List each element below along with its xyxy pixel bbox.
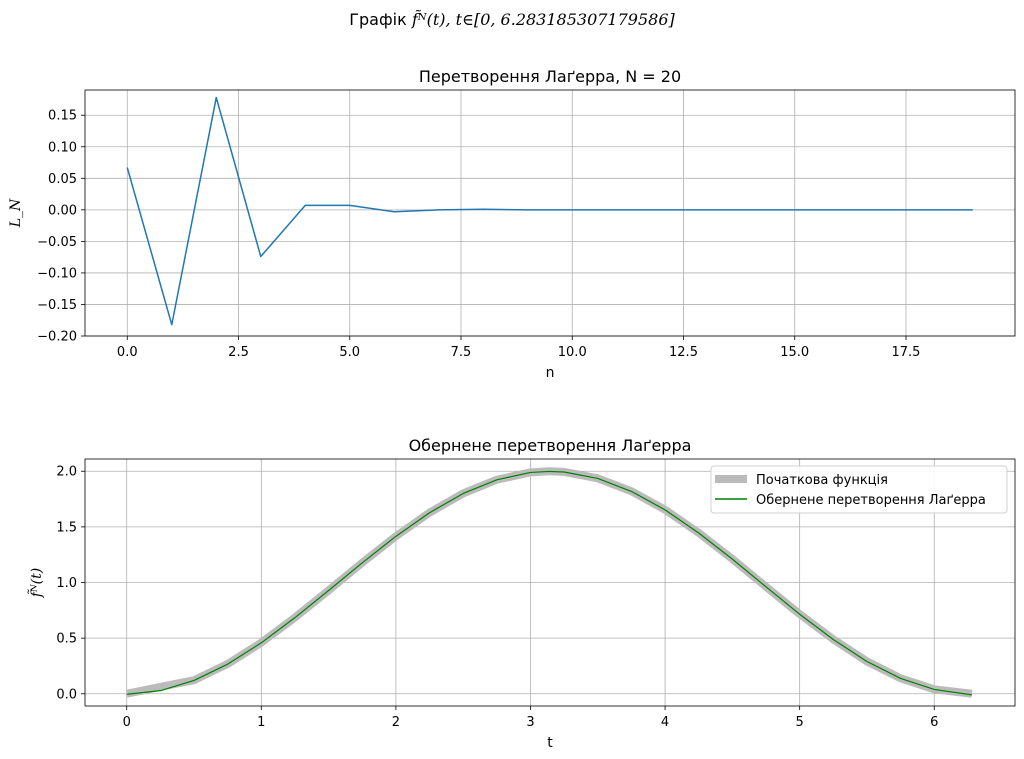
x-tick-label: 10.0 — [558, 345, 587, 360]
legend-label-2: Обернене перетворення Лаґерра — [756, 493, 986, 508]
x-tick-label: 2 — [392, 715, 400, 730]
x-tick-label: 6 — [930, 715, 938, 730]
x-tick-label: 15.0 — [780, 345, 809, 360]
y-tick-label: 1.0 — [56, 576, 77, 591]
suptitle-prefix: Графік — [349, 10, 407, 29]
legend-label-1: Початкова функція — [756, 473, 888, 488]
x-axis-label: t — [547, 735, 553, 751]
y-tick-label: 0.10 — [48, 140, 77, 155]
chart-title: Обернене перетворення Лаґерра — [409, 436, 692, 455]
y-axis-label: f̃ᴺ(t) — [27, 568, 45, 598]
chart-1: Перетворення Лаґерра, N = 20 0.0 2.5 5.0 7.5… — [8, 67, 1016, 381]
legend: Початкова функція Обернене перетворення Л… — [710, 465, 1008, 514]
y-tick-label: 0.00 — [48, 203, 77, 218]
x-tick-label: 12.5 — [669, 345, 698, 360]
y-tick-label: −0.10 — [37, 266, 77, 281]
x-tick-label: 4 — [661, 715, 669, 730]
y-tick-label: 0.15 — [48, 109, 77, 124]
y-tick-label: 0.05 — [48, 172, 77, 187]
plot-frame — [84, 89, 1016, 337]
chart-title: Перетворення Лаґерра, N = 20 — [419, 67, 681, 86]
y-tick-label: 1.5 — [56, 520, 77, 535]
series-line-2 — [126, 470, 973, 696]
legend-box — [710, 465, 1008, 514]
x-tick-label: 17.5 — [892, 345, 921, 360]
y-tick-label: −0.20 — [37, 330, 77, 345]
x-tick-label: 5.0 — [339, 345, 360, 360]
y-axis-label: L_N — [8, 198, 24, 228]
x-tick-label: 0.0 — [117, 345, 138, 360]
x-axis-label: n — [546, 365, 555, 381]
figure-suptitle: Графік f̃ᴺ(t), t∈[0, 6.283185307179586] — [0, 10, 1024, 29]
y-tick-label: 2.0 — [56, 465, 77, 480]
y-tick-label: −0.15 — [37, 298, 77, 313]
y-tick-label: 0.0 — [56, 687, 77, 702]
chart-2: Обернене перетворення Лаґерра 0 1 2 3 4 5 6 0.0 0… — [27, 436, 1016, 751]
y-tick-label: 0.5 — [56, 632, 77, 647]
y-tick-label: −0.05 — [37, 235, 77, 250]
x-tick-label: 7.5 — [451, 345, 472, 360]
x-tick-label: 0 — [123, 715, 131, 730]
series-line-1 — [126, 96, 973, 326]
plot-frame — [84, 458, 1016, 707]
x-tick-label: 5 — [796, 715, 804, 730]
x-tick-label: 1 — [257, 715, 265, 730]
x-tick-label: 3 — [526, 715, 534, 730]
x-tick-label: 2.5 — [228, 345, 249, 360]
suptitle-math: f̃ᴺ(t), t∈[0, 6.283185307179586] — [411, 10, 675, 29]
